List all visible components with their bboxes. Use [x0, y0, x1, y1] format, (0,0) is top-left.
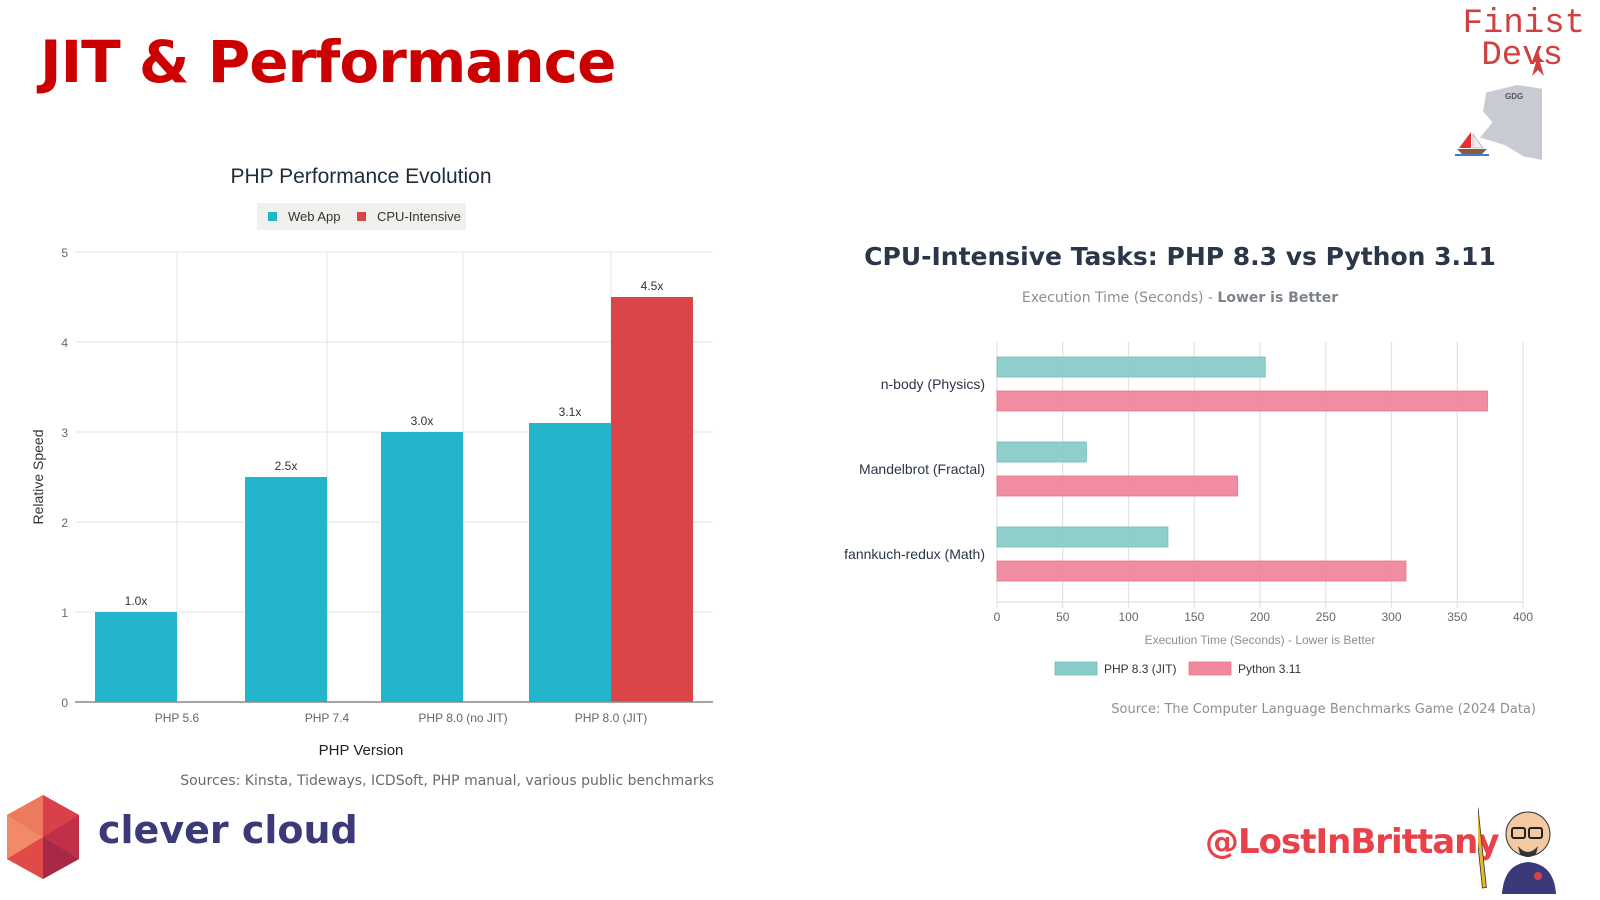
bar-php83: [996, 356, 1266, 378]
twitter-handle: @LostInBrittany: [1205, 822, 1500, 862]
y-category-label: Mandelbrot (Fractal): [859, 461, 985, 477]
ermine-icon: [1531, 50, 1545, 76]
x-tick-label: PHP 8.0 (JIT): [575, 711, 647, 725]
slide-title: JIT & Performance: [40, 28, 616, 96]
bar-data-label: 3.0x: [411, 414, 434, 428]
clever-cloud-logo-text: clever cloud: [98, 808, 358, 852]
bar-data-label: 1.0x: [125, 594, 148, 608]
x-tick-label: 150: [1184, 610, 1204, 624]
right-chart-title: CPU-Intensive Tasks: PHP 8.3 vs Python 3…: [864, 242, 1496, 271]
bar-python311: [996, 560, 1407, 582]
x-tick-label: 300: [1381, 610, 1401, 624]
cpu-tasks-chart: 0 50 100 150 200 250 300 350 400 n-body (Physics)…: [844, 342, 1533, 676]
x-tick-label: 0: [994, 610, 1001, 624]
y-tick-label: 1: [61, 606, 68, 620]
bar-web-app: [95, 612, 177, 702]
y-tick-label: 2: [61, 516, 68, 530]
bar-web-app: [381, 432, 463, 702]
legend-swatch-web-app: [268, 212, 277, 221]
legend-swatch-python311: [1188, 661, 1232, 676]
legend-label-python311: Python 3.11: [1238, 662, 1301, 676]
x-tick-label: PHP 5.6: [155, 711, 200, 725]
bar-web-app: [245, 477, 327, 702]
bar-php83: [996, 441, 1087, 463]
bar-cpu-intensive: [611, 297, 693, 702]
bar-python311: [996, 390, 1488, 412]
finistdevs-logo-line1: Finist: [1462, 5, 1585, 43]
x-tick-label: 100: [1118, 610, 1138, 624]
bar-data-label: 3.1x: [559, 405, 582, 419]
legend-label-cpu-intensive: CPU-Intensive: [377, 209, 461, 224]
legend-swatch-cpu-intensive: [357, 212, 366, 221]
y-category-label: fannkuch-redux (Math): [844, 546, 985, 562]
x-tick-label: 200: [1250, 610, 1270, 624]
gdg-label: GDG: [1505, 92, 1524, 101]
right-chart-source: Source: The Computer Language Benchmarks…: [1111, 702, 1536, 717]
left-chart-sources: Sources: Kinsta, Tideways, ICDSoft, PHP …: [180, 773, 714, 789]
x-tick-label: 250: [1316, 610, 1336, 624]
right-chart-subtitle: Execution Time (Seconds) - Lower is Bett…: [0, 290, 1600, 306]
y-tick-label: 5: [61, 246, 68, 260]
y-axis-title: Relative Speed: [30, 430, 46, 525]
x-tick-label: 400: [1513, 610, 1533, 624]
x-tick-label: 350: [1447, 610, 1467, 624]
php-performance-chart: PHP Performance Evolution Web App CPU-Inte…: [30, 165, 713, 759]
finistdevs-logo-line2: Devs: [1481, 37, 1563, 75]
subtitle-prefix: Execution Time (Seconds) -: [1021, 290, 1218, 306]
left-chart-title: PHP Performance Evolution: [230, 165, 491, 188]
finistdevs-logo: Finist Devs: [1425, 5, 1595, 168]
x-tick-label: 50: [1056, 610, 1070, 624]
legend-label-web-app: Web App: [288, 209, 341, 224]
bar-python311: [996, 475, 1239, 497]
bar-php83: [996, 526, 1169, 548]
legend-label-php83: PHP 8.3 (JIT): [1104, 662, 1176, 676]
bar-web-app: [529, 423, 611, 702]
clever-cloud-logo-icon: [7, 795, 79, 879]
bar-data-label: 2.5x: [275, 459, 298, 473]
y-category-label: n-body (Physics): [881, 376, 985, 392]
avatar-illustration-icon: [1478, 807, 1556, 894]
y-tick-label: 4: [61, 336, 68, 350]
x-tick-label: PHP 7.4: [305, 711, 350, 725]
x-tick-label: PHP 8.0 (no JIT): [418, 711, 507, 725]
subtitle-bold: Lower is Better: [1217, 290, 1339, 306]
y-tick-label: 0: [61, 696, 68, 710]
x-axis-title: PHP Version: [319, 742, 404, 759]
y-tick-label: 3: [61, 426, 68, 440]
bar-data-label: 4.5x: [641, 279, 664, 293]
x-axis-title: Execution Time (Seconds) - Lower is Bett…: [1145, 633, 1376, 647]
legend-swatch-php83: [1054, 661, 1098, 676]
sailboat-icon: [1455, 132, 1489, 156]
